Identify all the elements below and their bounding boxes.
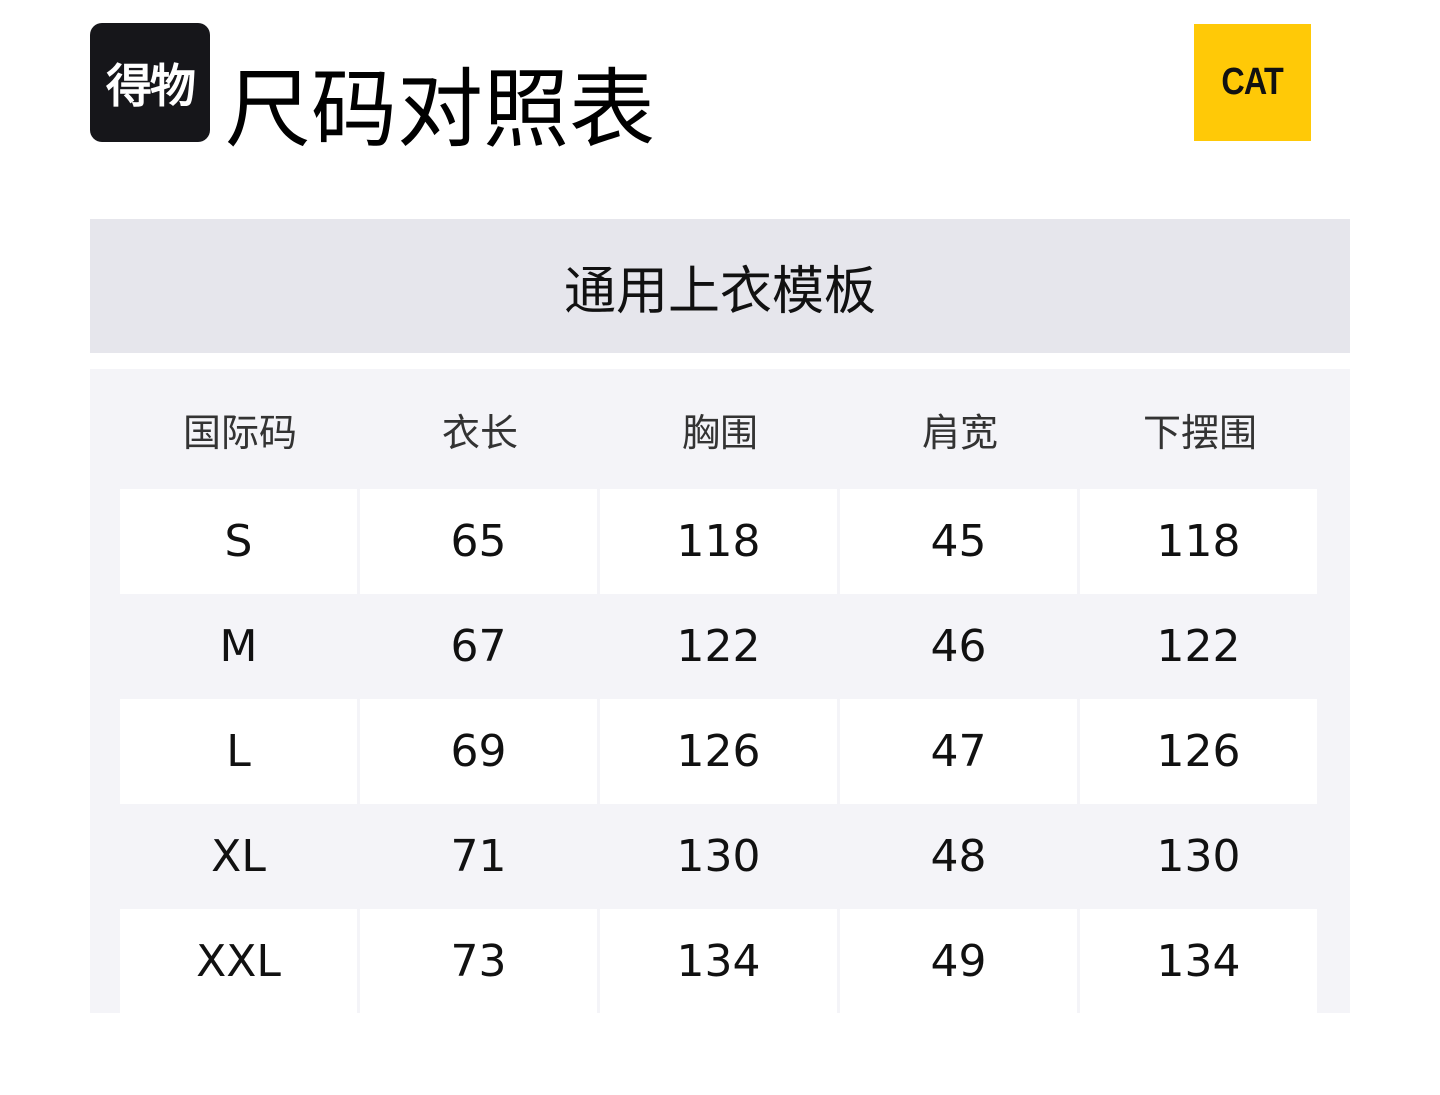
- cat-logo-text: CAT: [1221, 61, 1284, 103]
- column-header: 下摆围: [1142, 410, 1257, 455]
- table-cell: 69: [360, 699, 597, 804]
- dewu-logo: 得物: [90, 23, 210, 142]
- size-table: 国际码 衣长 胸围 肩宽 下摆围 S 65 118 45 118 M 67 122 46 122 L 69 126…: [90, 369, 1350, 1014]
- table-cell: 134: [600, 909, 837, 1014]
- table-row: L 69 126 47 126: [120, 699, 1320, 804]
- column-header: 胸围: [681, 410, 758, 455]
- table-cell: 118: [1080, 489, 1317, 594]
- table-cell: M: [219, 621, 258, 672]
- table-cell: 46: [930, 621, 987, 672]
- column-header: 肩宽: [921, 410, 998, 455]
- dewu-logo-text: 得物: [106, 58, 196, 113]
- table-row: S 65 118 45 118: [120, 489, 1320, 594]
- table-cell: 130: [676, 831, 761, 882]
- table-row: M 67 122 46 122: [120, 594, 1320, 699]
- table-cell: 48: [930, 831, 987, 882]
- column-header: 国际码: [182, 410, 297, 455]
- table-cell: 71: [450, 831, 507, 882]
- table-cell: L: [120, 699, 357, 804]
- table-cell: 47: [840, 699, 1077, 804]
- table-cell: 130: [1156, 831, 1241, 882]
- cat-logo: CAT: [1194, 24, 1311, 141]
- table-cell: 122: [1156, 621, 1241, 672]
- table-row: XL 71 130 48 130: [120, 804, 1320, 909]
- table-cell: 45: [840, 489, 1077, 594]
- table-cell: S: [120, 489, 357, 594]
- table-cell: 134: [1080, 909, 1317, 1014]
- table-row: XXL 73 134 49 134: [120, 909, 1320, 1014]
- page-title: 尺码对照表: [225, 60, 655, 160]
- table-cell: 73: [360, 909, 597, 1014]
- table-cell: XL: [211, 831, 266, 882]
- template-title: 通用上衣模板: [563, 261, 876, 322]
- table-cell: 122: [676, 621, 761, 672]
- column-header: 衣长: [441, 410, 518, 455]
- table-cell: 65: [360, 489, 597, 594]
- table-cell: 126: [600, 699, 837, 804]
- table-cell: XXL: [120, 909, 357, 1014]
- table-cell: 67: [450, 621, 507, 672]
- table-cell: 118: [600, 489, 837, 594]
- table-cell: 49: [840, 909, 1077, 1014]
- template-title-band: 通用上衣模板: [90, 219, 1350, 353]
- table-cell: 126: [1080, 699, 1317, 804]
